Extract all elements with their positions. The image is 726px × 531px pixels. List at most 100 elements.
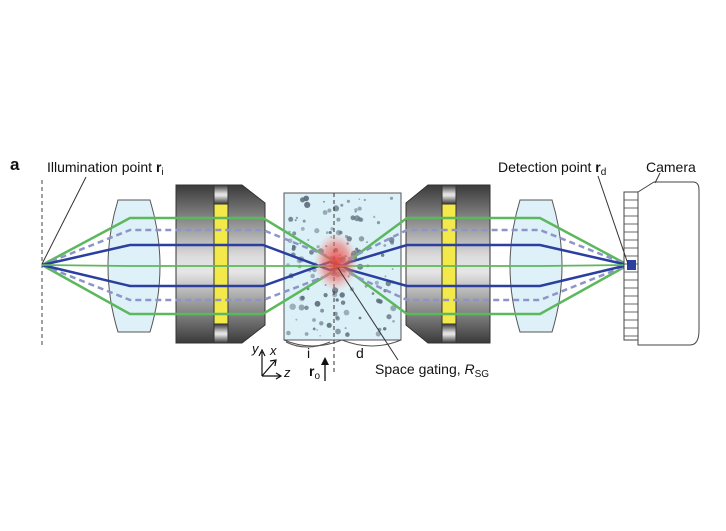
scatterer-particle — [294, 219, 297, 222]
scatterer-particle — [305, 202, 308, 205]
scatterer-particle — [383, 327, 387, 331]
scatterer-particle — [295, 318, 298, 321]
scatterer-particle — [319, 335, 321, 337]
scatterer-particle — [291, 247, 296, 251]
scatterer-particle — [326, 322, 332, 328]
scatterer-particle — [319, 321, 324, 326]
detection-vector: r — [595, 159, 601, 175]
space-gating-symbol: R — [464, 361, 475, 377]
coordinate-axes — [258, 348, 283, 380]
scatterer-particle — [344, 327, 347, 330]
scatterer-particle — [299, 242, 302, 245]
scatterer-particle — [320, 308, 324, 313]
scatterer-particle — [340, 203, 344, 207]
scatterer-particle — [392, 320, 395, 323]
position-arrow-head — [321, 357, 329, 365]
scatterer-particle — [312, 327, 316, 331]
space-gating-focus — [314, 232, 358, 292]
illumination-vector: r — [155, 159, 162, 175]
scatterer-particle — [288, 216, 294, 222]
space-gating-sub: SG — [474, 369, 490, 380]
right-objective — [405, 184, 491, 344]
camera-label: Camera — [646, 159, 696, 175]
scatterer-particle — [333, 311, 338, 316]
scatterer-particle — [354, 215, 360, 222]
scatterer-particle — [345, 332, 350, 337]
axis-y-label: y — [252, 341, 259, 356]
scatterer-particle — [376, 298, 382, 304]
incident-label: i — [307, 345, 311, 361]
scatterer-particle — [373, 215, 376, 219]
scatterer-particle — [336, 217, 341, 222]
axis-z-label: z — [284, 365, 291, 380]
scatterer-particle — [388, 237, 395, 243]
scatterer-particle — [332, 292, 338, 298]
scatterer-particle — [304, 305, 309, 310]
scatterer-particle — [323, 293, 328, 298]
space-gating-prefix: Space gating, — [375, 361, 465, 377]
scatterer-particle — [327, 208, 332, 213]
scatterer-particle — [358, 236, 365, 242]
scatterer-particle — [304, 332, 309, 336]
scatterer-particle — [340, 300, 346, 305]
illumination-prefix: Illumination point — [47, 159, 156, 175]
scatterer-particle — [322, 210, 328, 215]
scatterer-particle — [386, 314, 392, 320]
scatterer-particle — [335, 316, 340, 321]
space-gating-leader — [337, 267, 399, 361]
scatterer-particle — [339, 292, 345, 298]
scatterer-particle — [363, 198, 366, 202]
detection-leader — [597, 175, 629, 265]
scatterer-particle — [350, 215, 356, 221]
scatterer-particle — [390, 305, 397, 312]
scatterer-particle — [292, 231, 297, 236]
scatterer-particle — [354, 210, 357, 213]
scatterer-particle — [389, 196, 394, 200]
illumination-point-label: Illumination point ri — [47, 160, 164, 178]
scatterer-particle — [310, 273, 316, 279]
camera — [623, 181, 700, 346]
scatterer-particle — [300, 295, 305, 301]
left-filter — [213, 203, 229, 325]
scatterer-particle — [371, 292, 375, 295]
scatterer-particle — [358, 198, 361, 200]
detection-sub: d — [600, 167, 607, 178]
scatterer-particle — [383, 244, 387, 247]
scatterer-particle — [300, 197, 306, 203]
illumination-sub: i — [161, 167, 164, 178]
detected-label: d — [356, 345, 364, 361]
incident-bracket — [285, 341, 331, 348]
scatterer-particle — [366, 241, 368, 244]
detection-prefix: Detection point — [498, 159, 596, 175]
position-sub: o — [314, 371, 321, 382]
scatterer-particle — [289, 303, 296, 310]
scatterer-particle — [343, 309, 350, 316]
axis-x-label: x — [270, 343, 277, 358]
scatterer-particle — [374, 280, 379, 285]
scatterer-particle — [335, 315, 339, 320]
left-objective — [175, 184, 266, 344]
scatterer-particle — [335, 328, 341, 335]
scatterer-particle — [346, 199, 350, 203]
scatterer-particle — [384, 275, 387, 278]
panel-letter: a — [10, 155, 20, 174]
scatterer-particle — [312, 318, 316, 322]
camera-leader — [654, 172, 661, 184]
position-label: ro — [309, 364, 320, 382]
scatterer-particle — [314, 300, 321, 307]
scatterer-particle — [292, 244, 296, 249]
detection-point-label: Detection point rd — [498, 160, 606, 178]
illumination-leader — [41, 176, 87, 265]
scatterer-particle — [300, 227, 305, 231]
sample-bottom-edge — [283, 339, 402, 347]
scatterer-particle — [298, 304, 305, 311]
scatterer-particle — [302, 219, 306, 223]
right-filter — [441, 203, 457, 325]
scatterer-particle — [357, 206, 362, 211]
scatterer-particle — [323, 200, 325, 203]
scatterer-particle — [316, 329, 318, 331]
scatterer-particle — [358, 316, 362, 320]
space-gating-label: Space gating, RSG — [375, 362, 489, 380]
scatterer-particle — [304, 201, 311, 208]
